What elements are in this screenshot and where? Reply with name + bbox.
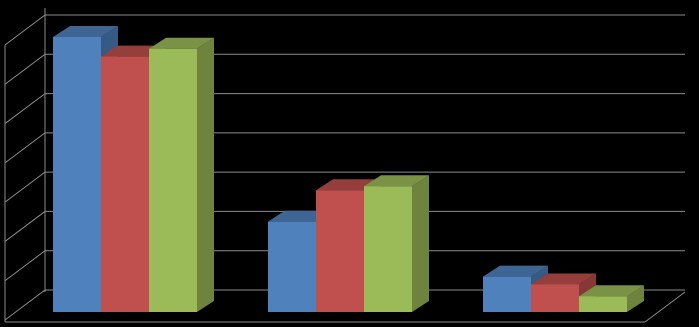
- bar-front: [101, 56, 149, 313]
- bar-front: [149, 48, 197, 313]
- bar-top: [531, 273, 596, 285]
- bar-front: [579, 296, 627, 312]
- bar-front: [268, 221, 316, 312]
- bar-top: [364, 175, 429, 187]
- bar-side: [627, 285, 644, 312]
- bar-top: [53, 26, 118, 37]
- bar-top: [579, 285, 644, 297]
- bar: [149, 37, 214, 313]
- bar-front: [316, 190, 364, 312]
- bar-front: [483, 276, 531, 312]
- bar-front: [531, 284, 579, 312]
- bar: [579, 285, 644, 312]
- floor-edge: [644, 291, 686, 323]
- bar-front: [53, 37, 101, 312]
- bar: [364, 175, 429, 312]
- bar-top: [149, 37, 214, 49]
- bar-side: [197, 37, 214, 313]
- bar-side: [412, 175, 429, 312]
- bar-top: [483, 265, 548, 277]
- bar-front: [364, 186, 412, 312]
